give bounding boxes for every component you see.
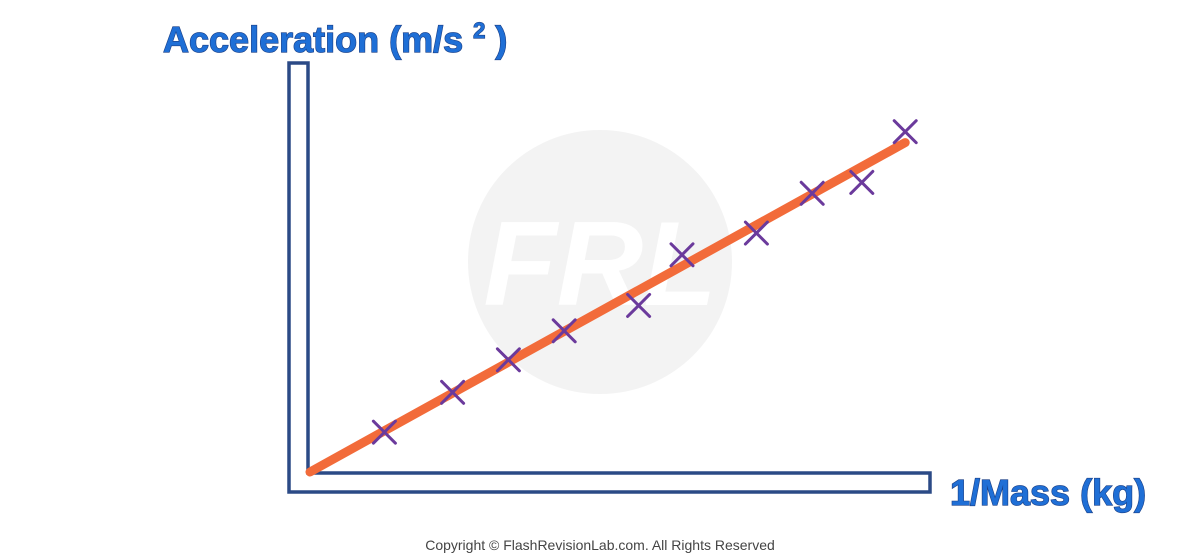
data-point-marker <box>669 242 695 268</box>
data-point-marker-stroke <box>892 119 918 145</box>
data-point-marker <box>551 318 577 344</box>
data-point-marker <box>799 180 825 206</box>
data-point-marker-stroke <box>626 292 652 318</box>
data-point-marker-stroke <box>799 180 825 206</box>
data-point-marker-stroke <box>743 220 769 246</box>
y-axis-label-close: ) <box>495 19 507 60</box>
axes <box>287 61 932 494</box>
data-point-marker <box>892 119 918 145</box>
data-point-marker-stroke <box>371 419 397 445</box>
watermark-circle <box>468 130 732 394</box>
data-markers <box>371 119 918 445</box>
data-point-marker <box>743 220 769 246</box>
data-point-marker-stroke <box>495 347 521 373</box>
y-axis-label: Acceleration (m/s 2 ) <box>163 5 507 60</box>
data-point-marker <box>440 379 466 405</box>
x-axis-label: 1/Mass (kg) <box>950 472 1146 513</box>
axes-outline <box>287 61 932 494</box>
copyright-text: Copyright © FlashRevisionLab.com. All Ri… <box>425 537 775 553</box>
data-point-marker-stroke <box>440 379 466 405</box>
y-axis-label-superscript: 2 <box>473 18 485 43</box>
data-point-marker-stroke <box>551 318 577 344</box>
data-point-marker <box>371 419 397 445</box>
data-point-marker <box>626 292 652 318</box>
data-point-marker <box>849 169 875 195</box>
y-axis-label-main: Acceleration (m/s <box>163 19 463 60</box>
data-point-marker <box>495 347 521 373</box>
data-point-marker-stroke <box>669 242 695 268</box>
data-point-marker-stroke <box>849 169 875 195</box>
